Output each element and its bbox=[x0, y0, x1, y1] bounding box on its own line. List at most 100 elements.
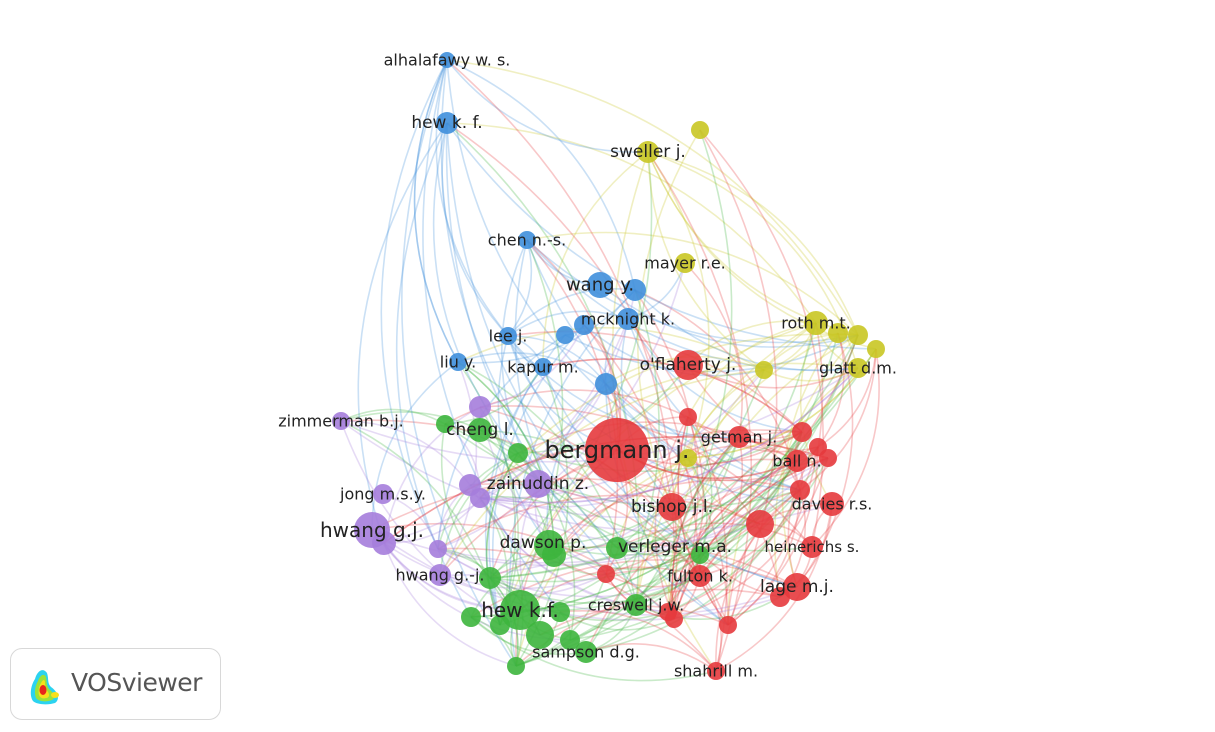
node-lage-m-j[interactable] bbox=[783, 573, 811, 601]
node-label[interactable]: zainuddin z. bbox=[487, 474, 589, 494]
node-label[interactable]: bergmann j. bbox=[544, 436, 689, 464]
node-label[interactable]: bishop j.l. bbox=[631, 497, 713, 517]
node[interactable] bbox=[848, 325, 868, 345]
node-label[interactable]: mcknight k. bbox=[581, 310, 675, 329]
node-label[interactable]: shahrill m. bbox=[674, 662, 758, 681]
node-shahrill-m[interactable] bbox=[707, 662, 725, 680]
node[interactable] bbox=[828, 323, 848, 343]
node[interactable] bbox=[470, 488, 490, 508]
node-label[interactable]: ball n. bbox=[772, 452, 821, 471]
node-sweller-j[interactable] bbox=[637, 141, 659, 163]
node-label[interactable]: wang y. bbox=[566, 275, 634, 296]
node[interactable] bbox=[469, 396, 491, 418]
node-label[interactable]: mayer r.e. bbox=[644, 254, 726, 273]
node[interactable] bbox=[790, 480, 810, 500]
node-label[interactable]: sampson d.g. bbox=[532, 643, 640, 662]
node-label[interactable]: chen n.-s. bbox=[488, 231, 566, 250]
node[interactable] bbox=[691, 546, 709, 564]
node[interactable] bbox=[556, 326, 574, 344]
node[interactable] bbox=[508, 443, 528, 463]
node-glatt-d-m[interactable] bbox=[848, 358, 868, 378]
node[interactable] bbox=[755, 361, 773, 379]
node[interactable] bbox=[679, 449, 697, 467]
node-label[interactable]: zimmerman b.j. bbox=[278, 412, 404, 431]
node-fulton-k[interactable] bbox=[689, 565, 711, 587]
node-hew-k-f[interactable] bbox=[500, 590, 540, 630]
node-mayer-r-e[interactable] bbox=[675, 253, 695, 273]
node-label[interactable]: verleger m.a. bbox=[618, 537, 732, 557]
node-zainuddin-z[interactable] bbox=[524, 470, 552, 498]
node-chen-n-s[interactable] bbox=[518, 231, 536, 249]
node[interactable] bbox=[867, 340, 885, 358]
link bbox=[444, 423, 801, 509]
node[interactable] bbox=[507, 657, 525, 675]
node[interactable] bbox=[792, 422, 812, 442]
node-label[interactable]: davies r.s. bbox=[792, 495, 873, 514]
node[interactable] bbox=[770, 587, 790, 607]
node-label[interactable]: kapur m. bbox=[507, 358, 578, 377]
node-label[interactable]: liu y. bbox=[440, 353, 476, 372]
node-hew-k-f[interactable] bbox=[436, 112, 458, 134]
node[interactable] bbox=[490, 615, 510, 635]
node[interactable] bbox=[691, 121, 709, 139]
node[interactable] bbox=[679, 408, 697, 426]
node-label[interactable]: alhalafawy w. s. bbox=[384, 51, 511, 70]
node-label[interactable]: cheng l. bbox=[446, 420, 514, 440]
node[interactable] bbox=[550, 602, 570, 622]
node-verleger-m-a[interactable] bbox=[606, 537, 628, 559]
node[interactable] bbox=[526, 621, 554, 649]
node-label[interactable]: sweller j. bbox=[610, 142, 686, 162]
node-roth-m-t[interactable] bbox=[804, 311, 828, 335]
node[interactable] bbox=[436, 415, 454, 433]
node-lee-j[interactable] bbox=[499, 327, 517, 345]
node-o-flaherty-j[interactable] bbox=[673, 350, 703, 380]
node[interactable] bbox=[560, 630, 580, 650]
node[interactable] bbox=[746, 510, 774, 538]
node-mcknight-k[interactable] bbox=[617, 308, 639, 330]
node[interactable] bbox=[372, 531, 396, 555]
node-bergmann-j[interactable] bbox=[585, 418, 649, 482]
node-hwang-g-j[interactable] bbox=[429, 564, 451, 586]
node-label[interactable]: hew k.f. bbox=[481, 598, 559, 622]
node-ball-n[interactable] bbox=[786, 450, 808, 472]
node-label[interactable]: jong m.s.y. bbox=[339, 485, 426, 504]
node-label[interactable]: lage m.j. bbox=[760, 577, 834, 597]
node-sampson-d-g[interactable] bbox=[575, 641, 597, 663]
node[interactable] bbox=[429, 540, 447, 558]
node[interactable] bbox=[819, 449, 837, 467]
node[interactable] bbox=[574, 315, 594, 335]
node-davies-r-s[interactable] bbox=[820, 492, 844, 516]
node-label[interactable]: lee j. bbox=[489, 327, 528, 346]
node-alhalafawy-w-s[interactable] bbox=[439, 52, 455, 68]
node-jong-m-s-y[interactable] bbox=[373, 484, 393, 504]
node-label[interactable]: hwang g.j. bbox=[320, 518, 424, 542]
node-kapur-m[interactable] bbox=[534, 358, 552, 376]
node-label[interactable]: creswell j.w. bbox=[588, 596, 684, 615]
node-label[interactable]: hew k. f. bbox=[411, 113, 482, 133]
node-label[interactable]: heinerichs s. bbox=[765, 538, 860, 556]
node[interactable] bbox=[597, 565, 615, 583]
node-label[interactable]: hwang g.-j. bbox=[396, 566, 485, 585]
node-creswell-j-w[interactable] bbox=[625, 594, 647, 616]
node-cheng-l[interactable] bbox=[468, 418, 492, 442]
node[interactable] bbox=[665, 610, 683, 628]
node-label[interactable]: dawson p. bbox=[500, 533, 587, 553]
node-label[interactable]: o'flaherty j. bbox=[640, 355, 737, 375]
node-heinerichs-s[interactable] bbox=[801, 536, 823, 558]
node-label[interactable]: roth m.t. bbox=[781, 314, 851, 333]
node[interactable] bbox=[595, 373, 617, 395]
node[interactable] bbox=[624, 279, 646, 301]
node-label[interactable]: glatt d.m. bbox=[819, 359, 897, 378]
node[interactable] bbox=[479, 567, 501, 589]
node-label[interactable]: getman j. bbox=[701, 428, 777, 447]
node-wang-y[interactable] bbox=[587, 272, 613, 298]
node-label[interactable]: fulton k. bbox=[667, 567, 733, 586]
node[interactable] bbox=[461, 607, 481, 627]
node[interactable] bbox=[542, 543, 566, 567]
node-getman-j[interactable] bbox=[728, 426, 750, 448]
node[interactable] bbox=[719, 616, 737, 634]
node-zimmerman-b-j[interactable] bbox=[332, 412, 350, 430]
node-bishop-j-l[interactable] bbox=[658, 493, 686, 521]
node-liu-y[interactable] bbox=[449, 353, 467, 371]
